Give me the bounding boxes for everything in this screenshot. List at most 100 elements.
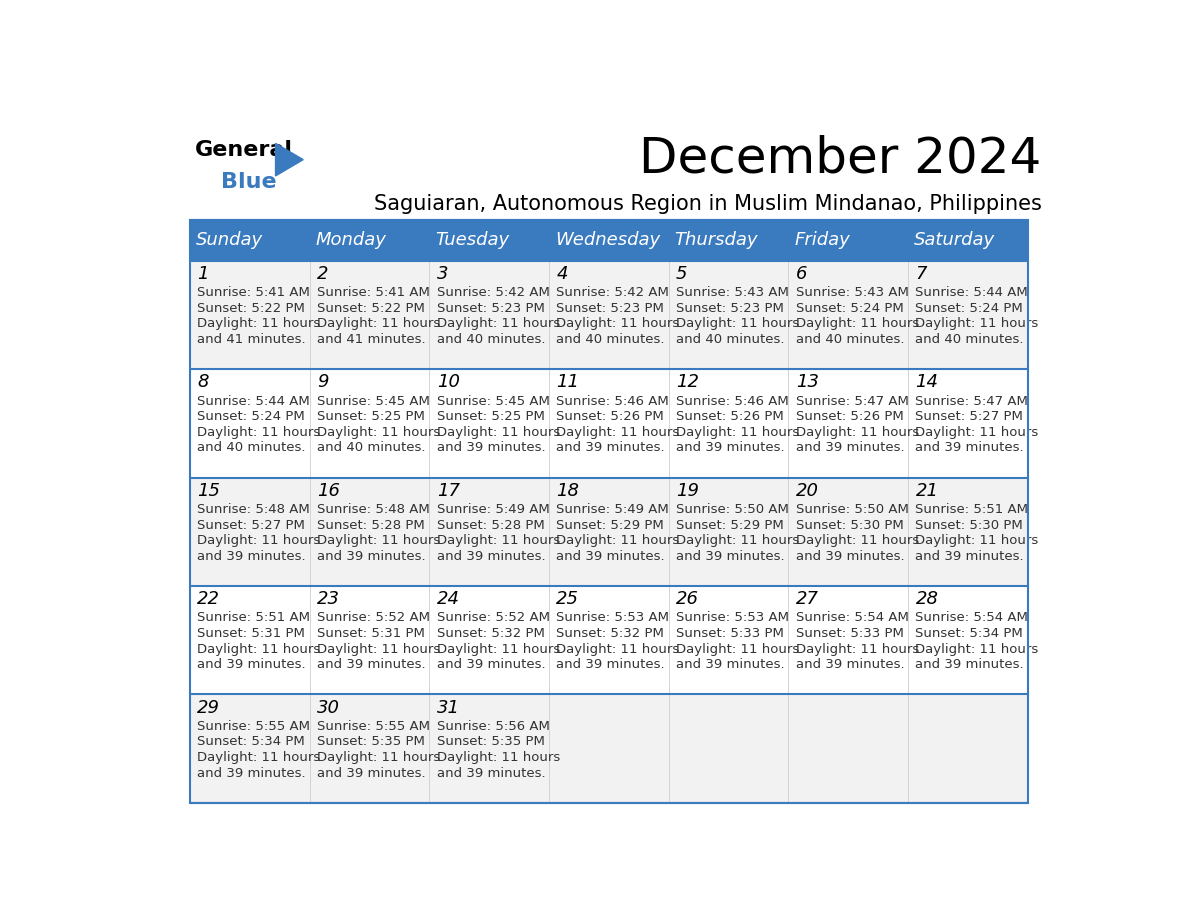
FancyBboxPatch shape (429, 477, 549, 586)
FancyBboxPatch shape (908, 219, 1028, 261)
Text: Sunset: 5:35 PM: Sunset: 5:35 PM (317, 735, 425, 748)
FancyBboxPatch shape (429, 586, 549, 694)
Text: and 41 minutes.: and 41 minutes. (197, 333, 307, 346)
Text: 17: 17 (437, 482, 460, 499)
Text: Sunrise: 5:43 AM: Sunrise: 5:43 AM (796, 286, 909, 299)
FancyBboxPatch shape (190, 261, 310, 369)
Text: Sunset: 5:29 PM: Sunset: 5:29 PM (556, 519, 664, 532)
FancyBboxPatch shape (429, 219, 549, 261)
Text: and 40 minutes.: and 40 minutes. (796, 333, 904, 346)
Text: and 40 minutes.: and 40 minutes. (916, 333, 1024, 346)
Text: Sunrise: 5:48 AM: Sunrise: 5:48 AM (317, 503, 430, 516)
Text: Sunrise: 5:42 AM: Sunrise: 5:42 AM (437, 286, 550, 299)
Text: Daylight: 11 hours: Daylight: 11 hours (676, 643, 800, 655)
Text: and 39 minutes.: and 39 minutes. (556, 550, 665, 563)
Text: 27: 27 (796, 590, 819, 609)
Text: General: General (195, 140, 292, 160)
Text: Daylight: 11 hours: Daylight: 11 hours (317, 751, 441, 764)
Text: and 39 minutes.: and 39 minutes. (556, 442, 665, 454)
Text: 2: 2 (317, 265, 329, 283)
FancyBboxPatch shape (789, 694, 908, 803)
Text: Daylight: 11 hours: Daylight: 11 hours (796, 318, 920, 330)
Text: Sunset: 5:26 PM: Sunset: 5:26 PM (796, 410, 904, 423)
Text: Sunrise: 5:53 AM: Sunrise: 5:53 AM (676, 611, 789, 624)
Text: Sunset: 5:33 PM: Sunset: 5:33 PM (796, 627, 904, 640)
Text: and 40 minutes.: and 40 minutes. (317, 442, 425, 454)
Text: Sunset: 5:32 PM: Sunset: 5:32 PM (437, 627, 544, 640)
FancyBboxPatch shape (549, 261, 669, 369)
Text: Daylight: 11 hours: Daylight: 11 hours (437, 534, 560, 547)
Text: and 39 minutes.: and 39 minutes. (437, 442, 545, 454)
Text: Sunset: 5:23 PM: Sunset: 5:23 PM (437, 302, 544, 315)
Text: Sunset: 5:25 PM: Sunset: 5:25 PM (317, 410, 425, 423)
Text: Sunrise: 5:41 AM: Sunrise: 5:41 AM (317, 286, 430, 299)
FancyBboxPatch shape (669, 477, 789, 586)
FancyBboxPatch shape (549, 477, 669, 586)
Text: Sunset: 5:32 PM: Sunset: 5:32 PM (556, 627, 664, 640)
FancyBboxPatch shape (310, 219, 429, 261)
Text: Daylight: 11 hours: Daylight: 11 hours (317, 534, 441, 547)
Text: Sunrise: 5:42 AM: Sunrise: 5:42 AM (556, 286, 669, 299)
FancyBboxPatch shape (310, 477, 429, 586)
Text: and 39 minutes.: and 39 minutes. (437, 550, 545, 563)
Text: Daylight: 11 hours: Daylight: 11 hours (796, 534, 920, 547)
Text: 24: 24 (437, 590, 460, 609)
Text: 9: 9 (317, 374, 329, 391)
Text: Sunrise: 5:54 AM: Sunrise: 5:54 AM (796, 611, 909, 624)
FancyBboxPatch shape (429, 261, 549, 369)
Text: Sunrise: 5:50 AM: Sunrise: 5:50 AM (676, 503, 789, 516)
Text: Sunrise: 5:47 AM: Sunrise: 5:47 AM (796, 395, 909, 408)
Text: 13: 13 (796, 374, 819, 391)
FancyBboxPatch shape (908, 586, 1028, 694)
FancyBboxPatch shape (908, 694, 1028, 803)
Text: Sunrise: 5:55 AM: Sunrise: 5:55 AM (197, 720, 310, 733)
FancyBboxPatch shape (429, 369, 549, 477)
Text: 26: 26 (676, 590, 699, 609)
Text: Sunrise: 5:43 AM: Sunrise: 5:43 AM (676, 286, 789, 299)
Text: 31: 31 (437, 699, 460, 717)
Text: 25: 25 (556, 590, 580, 609)
Text: and 39 minutes.: and 39 minutes. (676, 550, 785, 563)
Text: Sunset: 5:25 PM: Sunset: 5:25 PM (437, 410, 544, 423)
FancyBboxPatch shape (908, 369, 1028, 477)
Text: Friday: Friday (795, 231, 851, 249)
Text: and 39 minutes.: and 39 minutes. (916, 658, 1024, 671)
Text: Sunrise: 5:54 AM: Sunrise: 5:54 AM (916, 611, 1029, 624)
Text: Daylight: 11 hours: Daylight: 11 hours (317, 426, 441, 439)
Text: Daylight: 11 hours: Daylight: 11 hours (796, 426, 920, 439)
Text: Daylight: 11 hours: Daylight: 11 hours (197, 318, 321, 330)
Text: and 39 minutes.: and 39 minutes. (916, 550, 1024, 563)
Polygon shape (276, 143, 303, 176)
FancyBboxPatch shape (669, 369, 789, 477)
Text: Sunset: 5:30 PM: Sunset: 5:30 PM (916, 519, 1023, 532)
Text: Daylight: 11 hours: Daylight: 11 hours (916, 426, 1038, 439)
Text: and 39 minutes.: and 39 minutes. (916, 442, 1024, 454)
Text: Sunrise: 5:46 AM: Sunrise: 5:46 AM (556, 395, 669, 408)
Text: 19: 19 (676, 482, 699, 499)
Text: and 40 minutes.: and 40 minutes. (556, 333, 665, 346)
FancyBboxPatch shape (669, 694, 789, 803)
FancyBboxPatch shape (310, 586, 429, 694)
Text: Daylight: 11 hours: Daylight: 11 hours (197, 426, 321, 439)
Text: Saguiaran, Autonomous Region in Muslim Mindanao, Philippines: Saguiaran, Autonomous Region in Muslim M… (374, 194, 1042, 214)
Text: Daylight: 11 hours: Daylight: 11 hours (437, 426, 560, 439)
Text: Sunrise: 5:48 AM: Sunrise: 5:48 AM (197, 503, 310, 516)
Text: and 39 minutes.: and 39 minutes. (796, 550, 904, 563)
Text: and 39 minutes.: and 39 minutes. (796, 442, 904, 454)
FancyBboxPatch shape (789, 369, 908, 477)
Text: December 2024: December 2024 (639, 135, 1042, 183)
Text: Daylight: 11 hours: Daylight: 11 hours (676, 318, 800, 330)
Text: Sunrise: 5:50 AM: Sunrise: 5:50 AM (796, 503, 909, 516)
FancyBboxPatch shape (549, 586, 669, 694)
Text: Sunset: 5:24 PM: Sunset: 5:24 PM (796, 302, 904, 315)
Text: Blue: Blue (221, 173, 277, 193)
FancyBboxPatch shape (549, 369, 669, 477)
Text: Daylight: 11 hours: Daylight: 11 hours (916, 643, 1038, 655)
Text: Sunrise: 5:45 AM: Sunrise: 5:45 AM (317, 395, 430, 408)
Text: Daylight: 11 hours: Daylight: 11 hours (556, 318, 680, 330)
Text: Sunrise: 5:46 AM: Sunrise: 5:46 AM (676, 395, 789, 408)
Text: Daylight: 11 hours: Daylight: 11 hours (676, 534, 800, 547)
Text: Sunset: 5:34 PM: Sunset: 5:34 PM (197, 735, 305, 748)
Text: Sunrise: 5:45 AM: Sunrise: 5:45 AM (437, 395, 550, 408)
Text: Sunset: 5:27 PM: Sunset: 5:27 PM (916, 410, 1023, 423)
